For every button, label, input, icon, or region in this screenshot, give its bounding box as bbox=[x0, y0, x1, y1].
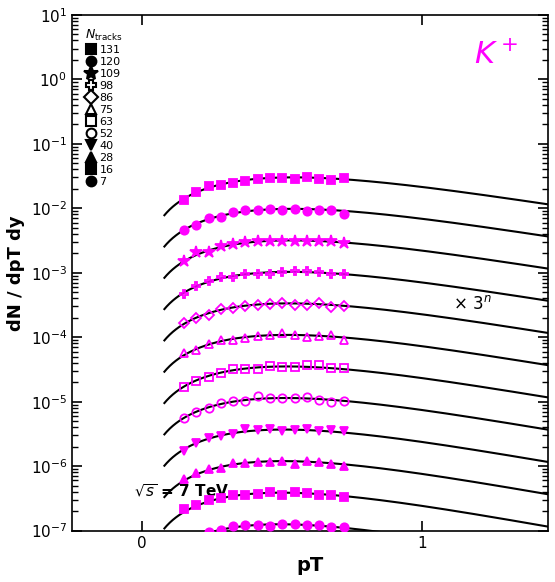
Text: $\sqrt{s}$ = 7 TeV: $\sqrt{s}$ = 7 TeV bbox=[134, 482, 229, 500]
Legend: 131, 120, 109, 98, 86, 75, 63, 52, 40, 28, 16, 7: 131, 120, 109, 98, 86, 75, 63, 52, 40, 2… bbox=[82, 26, 124, 189]
X-axis label: pT: pT bbox=[296, 556, 324, 575]
Text: $\times\ 3^n$: $\times\ 3^n$ bbox=[453, 294, 492, 313]
Y-axis label: dN / dpT dy: dN / dpT dy bbox=[7, 215, 25, 331]
Text: $K^+$: $K^+$ bbox=[474, 41, 518, 70]
